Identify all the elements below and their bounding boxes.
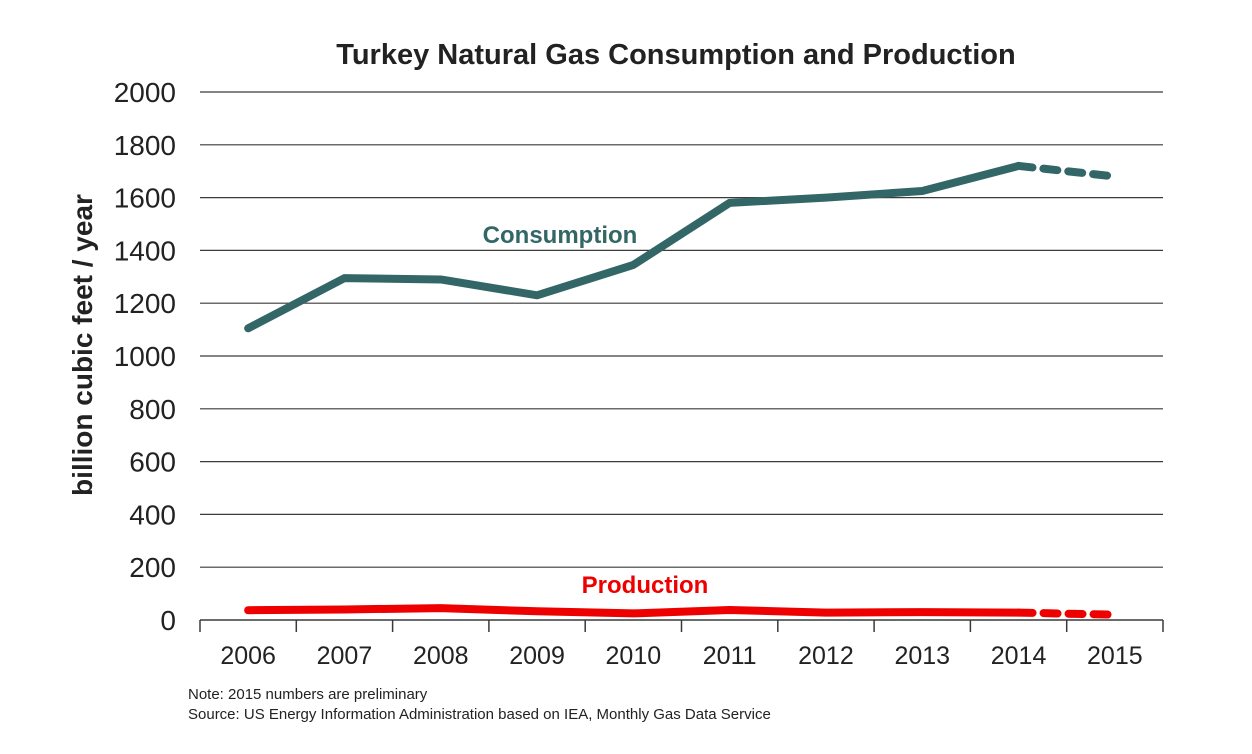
series-line-production	[244, 604, 1023, 618]
x-tick-label: 2013	[894, 642, 950, 670]
series-label-consumption: Consumption	[483, 222, 638, 249]
y-tick-label: 600	[129, 447, 176, 478]
series-label-production: Production	[582, 572, 709, 599]
source-text: Source: US Energy Information Administra…	[188, 706, 771, 723]
x-tick-label: 2008	[413, 642, 469, 670]
y-tick-labels: 0 200 400 600 800 1000 1200 1400 1600 1800 2000	[114, 77, 176, 636]
x-tick-label: 2012	[798, 642, 854, 670]
y-tick-label: 1200	[114, 288, 176, 319]
series-line-consumption-preliminary	[1014, 161, 1119, 181]
x-tick-label: 2007	[317, 642, 373, 670]
x-tick-label: 2011	[703, 642, 757, 670]
x-tick-labels: 2006 2007 2008 2009 2010 2011 2012 2013 2014 2015	[220, 642, 1142, 670]
y-tick-label: 1800	[114, 130, 176, 161]
x-tick-label: 2014	[991, 642, 1047, 670]
x-axis	[199, 619, 1164, 632]
series-lines: Consumption Production	[244, 161, 1119, 619]
y-axis-label: billion cubic feet / year	[67, 194, 98, 496]
y-tick-label: 1400	[114, 235, 176, 266]
y-tick-label: 0	[160, 605, 176, 636]
y-tick-label: 2000	[114, 77, 176, 108]
y-tick-label: 800	[129, 394, 176, 425]
chart-title: Turkey Natural Gas Consumption and Produ…	[336, 39, 1015, 71]
y-tick-label: 1600	[114, 183, 176, 214]
x-tick-label: 2010	[606, 642, 662, 670]
note-text: Note: 2015 numbers are preliminary	[188, 686, 428, 703]
y-tick-label: 400	[129, 499, 176, 530]
gridlines	[200, 91, 1163, 568]
x-tick-label: 2015	[1087, 642, 1143, 670]
x-tick-label: 2006	[220, 642, 276, 670]
y-tick-label: 1000	[114, 341, 176, 372]
x-tick-label: 2009	[509, 642, 565, 670]
series-line-production-preliminary	[1014, 608, 1119, 619]
y-tick-label: 200	[129, 552, 176, 583]
